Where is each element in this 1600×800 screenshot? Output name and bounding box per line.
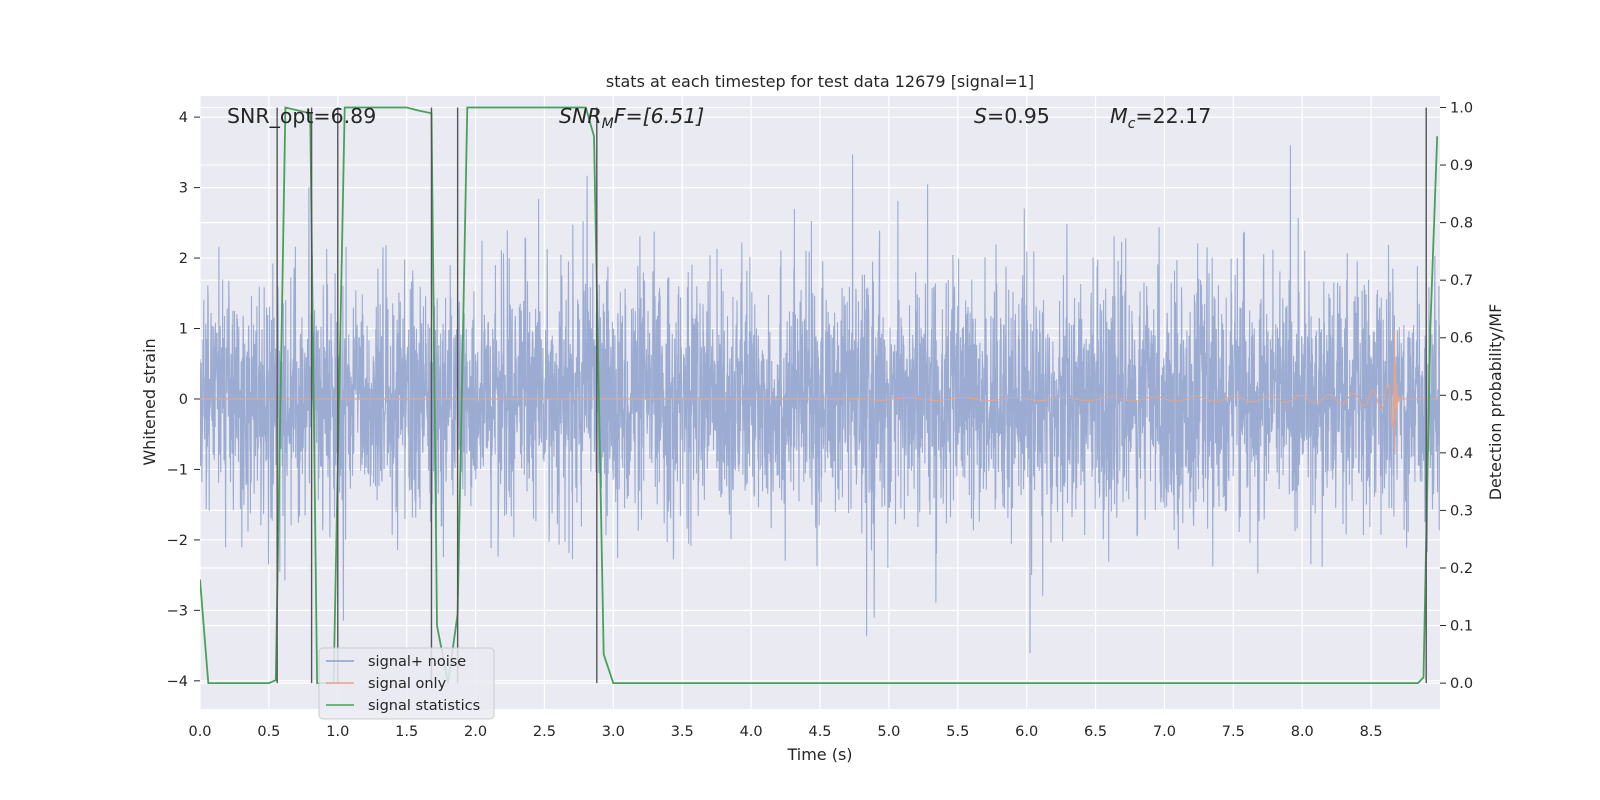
x-tick-label: 1.0 xyxy=(326,724,349,740)
x-tick-label: 7.0 xyxy=(1153,724,1176,740)
x-tick-label: 8.0 xyxy=(1291,724,1314,740)
snr-mf-symbol: SNR xyxy=(559,104,602,128)
x-tick-label: 1.5 xyxy=(395,724,418,740)
legend-label-signal-noise: signal+ noise xyxy=(368,654,466,670)
y2-axis-label: Detection probability/MF xyxy=(1486,304,1505,501)
y2-tick-label: 0.4 xyxy=(1450,446,1473,462)
y2-tick-label: 0.3 xyxy=(1450,503,1473,519)
x-tick-label: 2.0 xyxy=(464,724,487,740)
x-tick-label: 3.5 xyxy=(671,724,694,740)
s-rest: =0.95 xyxy=(987,104,1050,128)
legend: signal+ noise signal only signal statist… xyxy=(318,647,495,720)
y-tick-label: 4 xyxy=(179,110,188,126)
x-tick-label: 5.5 xyxy=(946,724,969,740)
y2-tick-label: 0.0 xyxy=(1450,676,1473,692)
annotation-snr-opt: SNR_opt=6.89 xyxy=(227,104,376,129)
y-tick-label: 0 xyxy=(179,392,188,408)
x-tick-label: 8.5 xyxy=(1360,724,1383,740)
x-tick-label: 5.0 xyxy=(877,724,900,740)
y-tick-label: 3 xyxy=(179,181,188,197)
x-tick-label: 7.5 xyxy=(1222,724,1245,740)
x-tick-label: 4.5 xyxy=(808,724,831,740)
x-tick-label: 4.0 xyxy=(740,724,763,740)
snr-mf-subscript: M xyxy=(602,116,614,132)
x-tick-label: 0.0 xyxy=(188,724,211,740)
y-tick-label: −3 xyxy=(167,603,188,619)
y2-tick-label: 1.0 xyxy=(1450,101,1473,117)
y-tick-label: −4 xyxy=(167,674,188,690)
annotation-snr-mf: SNRMF=[6.51] xyxy=(559,104,704,132)
y-axis-label: Whitened strain xyxy=(140,338,159,465)
series-signal-only-line xyxy=(861,329,1440,455)
ticks: 0.0 0.5 1.0 1.5 2.0 2.5 3.0 3.5 4.0 4.5 5.0 5.5 6.0 6… xyxy=(167,101,1473,740)
legend-box xyxy=(318,647,495,720)
s-symbol: S xyxy=(974,104,987,128)
x-tick-label: 6.5 xyxy=(1084,724,1107,740)
y2-tick-label: 0.2 xyxy=(1450,561,1473,577)
y2-tick-label: 0.6 xyxy=(1450,331,1473,347)
vertical-lines xyxy=(276,107,1427,684)
y2-tick-label: 0.8 xyxy=(1450,216,1473,232)
annotation-mc: Mc=22.17 xyxy=(1110,104,1211,132)
mc-symbol: M xyxy=(1110,104,1128,128)
y-tick-label: 1 xyxy=(179,322,188,338)
y2-tick-label: 0.7 xyxy=(1450,273,1473,289)
y-tick-label: −2 xyxy=(167,533,188,549)
legend-label-signal-statistics: signal statistics xyxy=(368,698,480,714)
y-tick-label: 2 xyxy=(179,251,188,267)
mc-subscript: c xyxy=(1128,116,1136,132)
x-tick-label: 0.5 xyxy=(257,724,280,740)
mc-rest: =22.17 xyxy=(1135,104,1211,128)
x-tick-label: 6.0 xyxy=(1015,724,1038,740)
y2-tick-label: 0.9 xyxy=(1450,158,1473,174)
y2-tick-label: 0.5 xyxy=(1450,388,1473,404)
y2-tick-label: 0.1 xyxy=(1450,619,1473,635)
series-signal-noise-line xyxy=(200,145,1440,654)
y-tick-label: −1 xyxy=(167,462,188,478)
snr-mf-rest: F=[6.51] xyxy=(614,104,705,128)
legend-label-signal-only: signal only xyxy=(368,676,447,692)
x-tick-label: 3.0 xyxy=(602,724,625,740)
x-axis-label: Time (s) xyxy=(786,745,852,764)
annotation-s: S=0.95 xyxy=(974,104,1050,128)
x-tick-label: 2.5 xyxy=(533,724,556,740)
chart-title: stats at each timestep for test data 126… xyxy=(606,72,1034,91)
